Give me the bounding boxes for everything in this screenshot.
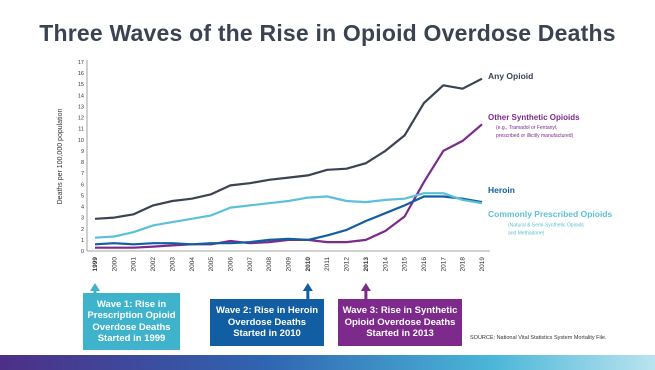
x-tick-label: 2017 [440,257,447,272]
series-note-commonly-prescribed-opioids: (Natural & Semi-Synthetic Opioids [508,223,584,229]
series-note-commonly-prescribed-opioids: and Methadone) [508,231,545,237]
y-tick-label: 11 [78,127,84,133]
x-tick-label: 2018 [460,257,467,272]
series-label-any-opioid: Any Opioid [488,71,533,81]
x-tick-label: 2002 [150,257,157,272]
y-tick-label: 16 [78,71,84,77]
y-axis-label: Deaths per 100,000 population [57,109,64,205]
wave-1-arrow-head [90,283,100,291]
y-tick-label: 9 [81,149,84,155]
x-tick-label: 2016 [421,257,428,272]
y-tick-label: 6 [81,182,84,188]
series-label-commonly-prescribed-opioids: Commonly Prescribed Opioids [488,209,612,219]
x-tick-label: 2001 [131,257,138,272]
x-tick-label: 2019 [479,257,486,272]
series-label-heroin: Heroin [488,185,515,195]
x-tick-label: 2004 [189,257,196,272]
x-tick-label: 2012 [344,257,351,272]
y-tick-label: 0 [81,249,84,255]
x-tick-label: 2000 [111,257,118,272]
source-note: SOURCE: National Vital Statistics System… [470,335,607,341]
wave-2-arrow-head [302,283,313,291]
y-tick-label: 3 [81,216,84,222]
y-tick-label: 1 [81,238,84,244]
x-tick-label: 2009 [286,257,293,272]
series-note-other-synthetic-opioids: (e.g., Tramadol or Fentanyl, [496,125,557,131]
x-tick-label: 2006 [227,257,234,272]
wave-1-box: Wave 1: Rise in Prescription Opioid Over… [83,293,180,350]
x-tick-label: 2007 [247,257,254,272]
y-tick-label: 14 [78,93,84,99]
y-tick-label: 4 [81,205,84,211]
chart-title: Three Waves of the Rise in Opioid Overdo… [39,20,616,46]
x-tick-label: 1999 [92,257,99,272]
series-note-other-synthetic-opioids: prescribed or illicitly manufactured) [496,133,574,139]
y-tick-label: 15 [78,82,84,88]
series-label-other-synthetic-opioids: Other Synthetic Opioids [488,113,580,122]
x-tick-label: 2008 [266,257,273,272]
x-tick-label: 2011 [324,257,331,271]
x-tick-label: 2015 [402,257,409,272]
y-tick-label: 10 [78,138,84,144]
wave-2-box: Wave 2: Rise in Heroin Overdose Deaths S… [210,299,324,346]
x-tick-label: 2005 [208,257,215,272]
y-tick-label: 17 [78,60,84,66]
series-line-other-synthetic-opioids [95,123,483,249]
bottom-gradient-bar [0,355,655,370]
y-tick-label: 5 [81,193,84,199]
y-tick-label: 8 [81,160,84,166]
x-tick-label: 2003 [169,257,176,272]
series-line-commonly-prescribed-opioids [94,192,483,239]
x-tick-label: 2010 [305,257,312,272]
x-tick-label: 2013 [363,257,370,272]
series-line-any-opioid [94,77,483,220]
wave-3-box: Wave 3: Rise in Synthetic Opioid Overdos… [338,299,462,346]
y-tick-label: 2 [81,227,84,233]
x-tick-label: 2014 [382,257,389,272]
y-tick-label: 12 [78,116,84,122]
y-tick-label: 7 [81,171,84,177]
series-line-heroin [94,195,483,246]
wave-3-arrow-head [360,283,371,291]
y-tick-label: 13 [78,104,84,110]
